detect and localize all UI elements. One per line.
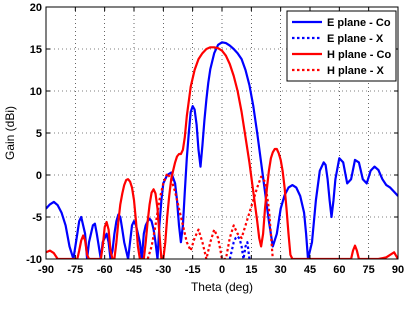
legend: E plane - Co E plane - X H plane - Co H pla… [286, 10, 397, 82]
x-tick-label: -45 [126, 264, 142, 276]
x-tick-label: -90 [38, 264, 54, 276]
x-tick-label: -75 [67, 264, 83, 276]
series-line-3 [46, 46, 398, 259]
series-line-1 [46, 41, 398, 259]
x-axis-label: Theta (deg) [191, 280, 253, 294]
y-tick-label: -5 [32, 212, 42, 224]
x-tick-label: 90 [392, 264, 404, 276]
y-tick-label: -10 [26, 254, 42, 266]
tick-group: -90 -75 -60 -45 -30 -15 0 15 30 45 60 75 90 -10 -5 0 5 10… [26, 2, 404, 276]
x-tick-label: 45 [304, 264, 316, 276]
y-tick-label: 10 [30, 86, 42, 98]
y-tick-label: 5 [36, 128, 42, 140]
legend-label-3: H plane - Co [327, 49, 391, 61]
series-group [46, 41, 398, 259]
y-axis-label: Gain (dBi) [3, 106, 17, 160]
x-tick-label: 0 [219, 264, 225, 276]
grid [46, 7, 398, 259]
legend-label-1: E plane - Co [327, 17, 391, 29]
x-tick-label: -60 [97, 264, 113, 276]
y-tick-label: 20 [30, 2, 42, 14]
y-tick-label: 0 [36, 170, 42, 182]
legend-label-2: E plane - X [327, 33, 384, 45]
x-tick-label: 60 [333, 264, 345, 276]
x-tick-label: -30 [155, 264, 171, 276]
legend-label-4: H plane - X [327, 65, 385, 77]
series-line-4 [146, 172, 274, 259]
x-tick-label: 75 [363, 264, 375, 276]
y-tick-label: 15 [30, 44, 42, 56]
x-tick-label: 30 [275, 264, 287, 276]
x-tick-label: 15 [245, 264, 257, 276]
x-tick-label: -15 [185, 264, 201, 276]
